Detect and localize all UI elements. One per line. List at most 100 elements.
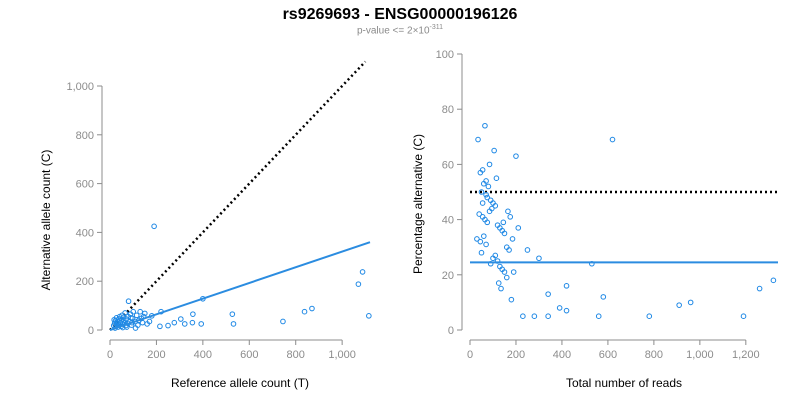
x-tick-label: 400 [553,349,571,361]
data-point [359,269,366,275]
data-point [178,316,184,322]
data-point [510,269,517,275]
subtitle-base: p-value <= 2×10 [356,25,430,37]
chart-panel-1: 0 200 400 600 800 1,000 0 200 400 600 800 1,000 Refe… [39,60,372,390]
x-tick-label: 400 [194,349,212,361]
data-point [132,325,139,331]
data-point [513,153,519,159]
data-point [498,285,504,292]
data-point [181,321,188,327]
data-point [229,311,236,317]
data-point [190,311,196,317]
chart-subtitle: p-value <= 2×10-311 [0,24,800,36]
data-point [531,313,538,320]
data-point [501,269,508,275]
data-point [125,298,132,305]
data-point [609,136,616,143]
data-point [486,161,493,168]
y-tick-label: 600 [76,179,94,191]
data-point [171,319,178,326]
data-point [484,219,491,226]
data-point [482,122,488,129]
subtitle-exponent: -311 [429,24,444,31]
data-point [770,277,777,284]
x-axis-label: Total number of reads [566,376,682,390]
data-point [477,169,484,176]
data-point [480,233,487,239]
data-point [500,219,507,226]
data-point [509,236,516,242]
reference-line [109,60,367,331]
data-point [491,147,497,154]
data-point [480,180,487,187]
data-point [189,319,196,326]
data-point [477,238,484,245]
data-point [142,310,148,317]
data-point [301,308,308,315]
data-point [545,291,551,297]
y-tick-label: 200 [76,276,94,288]
data-point [536,255,542,262]
data-point [563,307,570,314]
data-point [128,315,134,321]
x-tick-label: 200 [507,349,525,361]
data-point [111,316,117,323]
data-point [524,247,531,253]
x-tick-label: 200 [147,349,165,361]
data-point [495,280,502,286]
data-point [600,294,607,300]
x-tick-label: 1,000 [328,349,356,361]
data-point [740,313,747,320]
data-point [165,322,171,329]
data-point [475,136,481,143]
data-point [355,281,362,287]
data-point [280,318,286,325]
data-point [479,200,486,206]
y-tick-label: 800 [76,130,94,142]
y-axis-label: Percentage alternative (C) [411,134,425,274]
data-point [366,313,372,319]
x-tick-label: 1,200 [732,349,760,361]
data-point [478,249,485,256]
x-tick-label: 600 [599,349,617,361]
fit-line [109,241,371,331]
data-point [478,189,485,195]
x-tick-label: 1,000 [686,349,714,361]
x-tick-label: 800 [645,349,663,361]
data-point [474,236,480,242]
data-point [483,191,489,198]
data-point [756,285,763,292]
data-point [508,296,515,303]
data-point [483,241,489,248]
y-tick-label: 20 [442,270,454,282]
x-tick-label: 0 [467,349,473,361]
data-point [676,302,682,308]
data-point [490,255,496,262]
data-point [520,313,526,320]
data-point [309,305,315,312]
data-point [485,183,492,190]
data-point [493,175,500,181]
y-axis-label: Alternative allele count (C) [39,150,53,291]
data-point [545,313,551,320]
data-point [492,203,499,209]
y-tick-label: 1,000 [66,81,94,93]
x-tick-label: 0 [107,349,113,361]
y-tick-label: 0 [448,325,454,337]
y-tick-label: 0 [88,325,94,337]
chart-title: rs9269693 - ENSG00000196126 [282,6,518,23]
data-point [505,208,511,215]
data-point [151,223,157,230]
data-point [556,305,563,311]
data-point [506,247,512,253]
data-point [137,308,143,315]
data-point [484,194,491,201]
data-point [476,211,482,217]
data-point [687,299,694,306]
x-tick-label: 600 [240,349,258,361]
data-point [515,225,522,231]
chart-panel-2: 0 20 40 60 80 100 0 200 400 600 800 1,000 1,200 Total… [411,49,778,390]
y-tick-label: 40 [442,215,454,227]
